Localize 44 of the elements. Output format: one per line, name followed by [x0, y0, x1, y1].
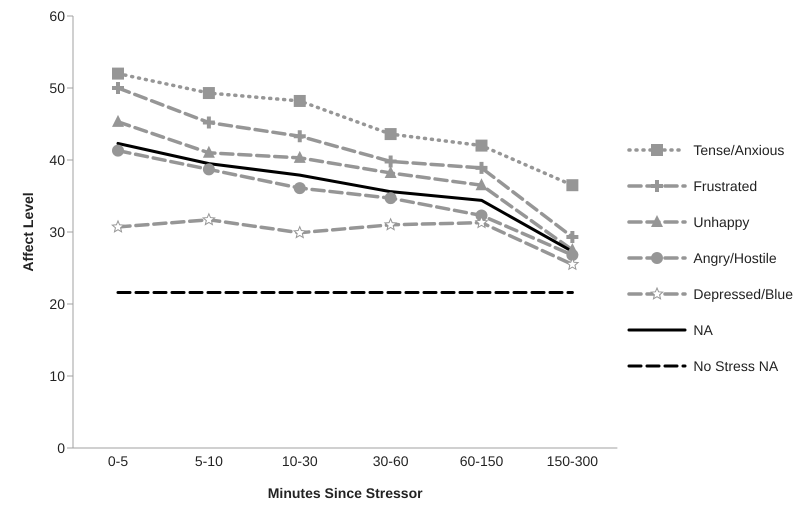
legend-label: Tense/Anxious	[693, 142, 784, 158]
y-tick-label: 50	[49, 80, 66, 96]
x-tick-label: 60-150	[460, 452, 504, 469]
point	[566, 179, 578, 192]
point	[292, 128, 308, 144]
y-tick-label: 60	[49, 8, 66, 24]
x-tick-label: 5-10	[194, 452, 224, 469]
point	[384, 128, 397, 140]
point	[566, 249, 578, 262]
y-tick-label: 30	[49, 224, 66, 240]
y-tick-label: 40	[49, 152, 66, 168]
point	[294, 94, 306, 107]
x-tick-label: 10-30	[282, 452, 318, 469]
x-axis-title: Minutes Since Stressor	[268, 485, 424, 501]
point	[202, 146, 215, 158]
legend-label: Depressed/Blue	[693, 286, 793, 302]
point	[112, 114, 124, 127]
point	[474, 160, 490, 176]
point	[384, 218, 397, 230]
point	[476, 178, 488, 190]
point	[202, 87, 215, 100]
point	[202, 213, 216, 226]
legend-label: NA	[693, 322, 713, 338]
legend-label: Angry/Hostile	[693, 250, 777, 266]
y-tick-label: 10	[49, 368, 66, 384]
x-tick-label: 0-5	[108, 452, 128, 469]
y-tick-label: 0	[57, 440, 66, 456]
x-tick-label: 150-300	[546, 452, 598, 469]
y-tick-label: 20	[49, 296, 66, 312]
x-tick-label: 30-60	[372, 452, 409, 469]
legend-label: Frustrated	[693, 178, 758, 194]
point	[112, 144, 124, 157]
point	[294, 150, 306, 163]
point	[110, 80, 126, 96]
point	[112, 220, 124, 232]
point	[294, 182, 306, 194]
y-axis-title: Affect Level	[20, 192, 36, 272]
point	[476, 140, 488, 152]
point	[384, 192, 397, 204]
point	[294, 226, 306, 238]
legend-label: Unhappy	[693, 214, 750, 230]
point	[112, 68, 124, 80]
legend-label: No Stress NA	[693, 358, 778, 374]
point	[202, 163, 215, 176]
